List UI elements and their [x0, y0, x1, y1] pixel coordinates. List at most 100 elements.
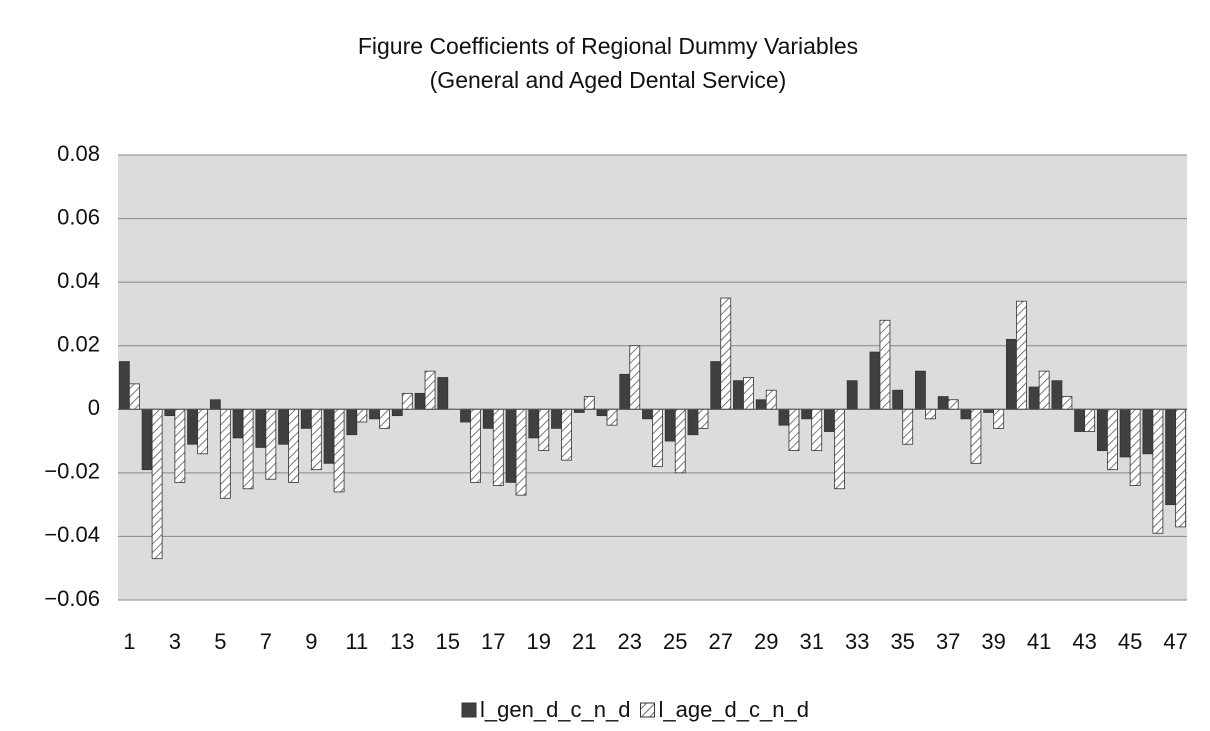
bar [1119, 408, 1131, 458]
bar [993, 408, 1005, 429]
bar [551, 408, 562, 429]
bar [755, 399, 767, 410]
bar [265, 408, 277, 480]
bar [596, 408, 608, 417]
bar [174, 408, 186, 483]
legend-label: l_age_d_c_n_d [658, 697, 808, 722]
bar [879, 319, 891, 410]
bar [710, 361, 722, 410]
bar [1074, 408, 1086, 432]
chart-title: Figure Coefficients of Regional Dummy Va… [358, 33, 858, 59]
y-tick-label: −0.04 [44, 522, 100, 547]
y-tick-label: 0.04 [57, 268, 100, 293]
bar [960, 408, 972, 420]
bar [333, 408, 345, 493]
bar [892, 389, 904, 410]
x-tick-label: 43 [1072, 629, 1096, 654]
bar [379, 408, 390, 429]
x-tick-label: 41 [1027, 629, 1051, 654]
bar [642, 408, 653, 420]
bar [391, 408, 403, 417]
bar [460, 408, 471, 423]
bar [492, 408, 504, 486]
bar [902, 408, 914, 445]
bar [470, 408, 481, 483]
x-tick-label: 45 [1118, 629, 1142, 654]
bar [437, 377, 449, 410]
bar [414, 392, 426, 410]
x-tick-label: 35 [890, 629, 914, 654]
bar [834, 408, 845, 490]
x-tick-label: 27 [708, 629, 732, 654]
bar [424, 370, 436, 410]
bar [811, 408, 823, 452]
bar [310, 408, 322, 471]
bar [128, 383, 140, 410]
x-tick-label: 11 [345, 629, 368, 654]
y-tick-label: −0.06 [44, 586, 100, 611]
bar [1096, 408, 1108, 452]
y-tick-label: 0 [88, 395, 100, 420]
bar [528, 408, 540, 439]
bar [164, 408, 176, 417]
bar [629, 345, 641, 410]
bar [869, 351, 881, 410]
x-tick-label: 23 [618, 629, 642, 654]
bar [619, 373, 631, 410]
bar [1006, 338, 1017, 410]
bar [733, 380, 744, 410]
bar [664, 408, 676, 442]
bar [538, 408, 550, 452]
bar [1084, 408, 1096, 432]
bar [232, 408, 244, 439]
bar [778, 408, 790, 426]
legend-swatch [639, 702, 655, 718]
bar [1152, 408, 1164, 534]
bar [970, 408, 982, 464]
x-tick-label: 37 [936, 629, 960, 654]
bar [1142, 408, 1154, 455]
bar [1175, 408, 1187, 528]
bar [1106, 408, 1118, 471]
legend-swatch [461, 702, 477, 718]
y-tick-label: 0.02 [57, 332, 100, 357]
bar [515, 408, 527, 496]
x-tick-label: 3 [169, 629, 181, 654]
x-tick-label: 21 [572, 629, 596, 654]
bar [219, 408, 231, 499]
bar [1016, 300, 1027, 410]
x-tick-label: 31 [799, 629, 823, 654]
bar [561, 408, 572, 461]
bar [1038, 370, 1050, 410]
x-tick-label: 7 [260, 629, 272, 654]
x-tick-label: 1 [123, 629, 135, 654]
chart-subtitle: (General and Aged Dental Service) [430, 67, 787, 93]
bar [141, 408, 153, 471]
bar [937, 396, 949, 410]
x-tick-label: 29 [754, 629, 778, 654]
y-tick-label: −0.02 [44, 459, 100, 484]
bar [720, 297, 732, 410]
bar [151, 408, 163, 560]
bar [925, 408, 936, 420]
bar [288, 408, 299, 483]
bar [743, 377, 754, 410]
bar [824, 408, 835, 432]
bar [356, 408, 368, 423]
bar [1061, 396, 1073, 410]
bar [401, 392, 413, 410]
x-tick-label: 9 [305, 629, 317, 654]
x-tick-label: 47 [1163, 629, 1187, 654]
legend-label: l_gen_d_c_n_d [480, 697, 630, 722]
bar [242, 408, 254, 490]
y-tick-label: 0.06 [57, 204, 100, 229]
x-tick-label: 19 [527, 629, 551, 654]
bar [1129, 408, 1141, 486]
bar [369, 408, 380, 420]
bar [1028, 386, 1040, 410]
x-tick-label: 15 [436, 629, 460, 654]
x-tick-label: 39 [981, 629, 1005, 654]
bar [674, 408, 686, 474]
bar [505, 408, 517, 483]
